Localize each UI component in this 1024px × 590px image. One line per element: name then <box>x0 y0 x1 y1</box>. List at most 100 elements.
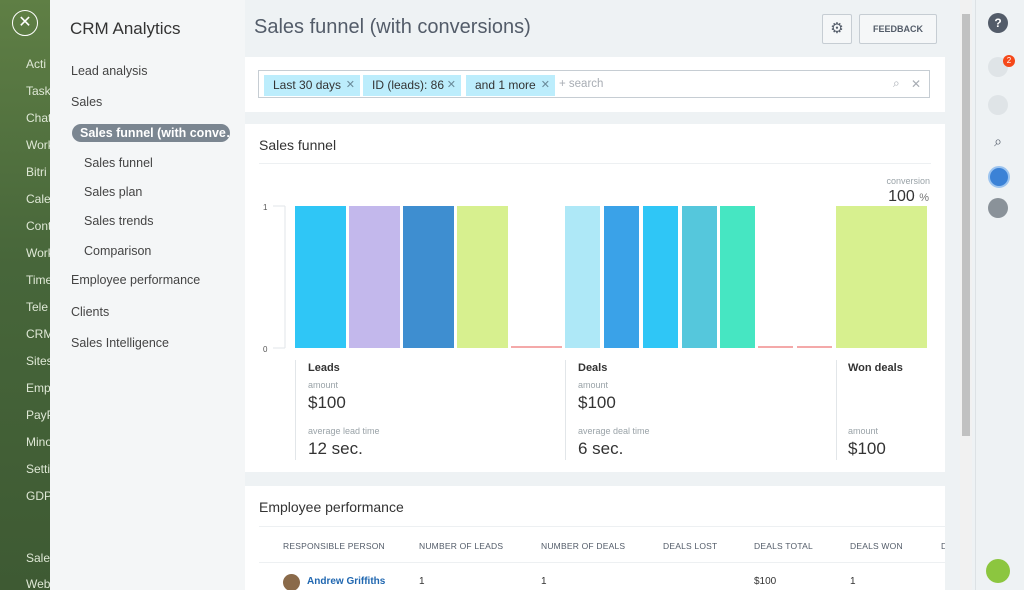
sidebar-title: CRM Analytics <box>70 19 181 39</box>
menu-subitem[interactable]: Sales plan <box>84 185 142 199</box>
amount: $100 <box>308 393 346 413</box>
app-menu-item[interactable]: Acti <box>26 57 46 71</box>
bar <box>758 346 793 348</box>
column-header[interactable]: DEALS WON <box>850 541 903 551</box>
amount-label: amount <box>578 380 608 390</box>
stage-name: Won deals <box>848 362 903 374</box>
menu-subitem[interactable]: Sales funnel <box>84 156 153 170</box>
phone-button[interactable] <box>986 559 1010 583</box>
menu-item[interactable]: Sales <box>71 95 102 109</box>
card-title: Sales funnel <box>259 137 336 153</box>
bar <box>836 206 927 348</box>
app-menu-item[interactable]: Mino <box>26 435 50 449</box>
funnel-chart: 01 <box>259 170 931 356</box>
app-menu-item[interactable]: Emp <box>26 381 50 395</box>
cell: 1 <box>419 576 425 587</box>
column-header[interactable]: DEALS LOST <box>663 541 717 551</box>
amount-label: amount <box>308 380 338 390</box>
bar <box>682 206 717 348</box>
y-tick-label: 0 <box>263 345 268 354</box>
column-header[interactable]: NUMBER OF DEALS <box>541 541 625 551</box>
app-menu-item[interactable]: Sale <box>26 551 50 565</box>
bar <box>511 346 562 348</box>
stage-name: Leads <box>308 362 340 374</box>
security-icon[interactable] <box>988 166 1010 188</box>
filter-card: Last 30 days✕ ID (leads): 86✕ and 1 more… <box>245 57 945 112</box>
help-icon[interactable]: ? <box>988 13 1008 33</box>
cell: 1 <box>850 576 856 587</box>
filter-tag[interactable]: ID (leads): 86✕ <box>363 75 461 96</box>
bar <box>403 206 454 348</box>
app-menu-item[interactable]: Work <box>26 246 50 260</box>
app-menu-item[interactable]: Work <box>26 138 50 152</box>
settings-button[interactable]: ⚙ <box>822 14 852 44</box>
app-menu-item[interactable]: Chat <box>26 111 50 125</box>
amount: $100 <box>578 393 616 413</box>
app-menu-item[interactable]: Sites <box>26 354 50 368</box>
person-link[interactable]: Andrew Griffiths <box>307 576 385 587</box>
column-divider <box>836 360 837 460</box>
column-header[interactable]: NUMBER OF LEADS <box>419 541 503 551</box>
app-menu-item[interactable]: Time <box>26 273 50 287</box>
app-menu-item[interactable]: Task <box>26 84 50 98</box>
user-avatar[interactable] <box>988 198 1008 218</box>
app-menu-item[interactable]: PayP <box>26 408 50 422</box>
avatar <box>283 574 300 590</box>
employee-card: Employee performance RESPONSIBLE PERSON … <box>245 486 945 590</box>
search-icon[interactable]: ⌕ <box>988 131 1008 151</box>
tag-text: and 1 more <box>475 78 536 92</box>
bar <box>720 206 755 348</box>
search-icon[interactable]: ⌕ <box>893 76 900 91</box>
menu-item[interactable]: Clients <box>71 305 109 319</box>
divider <box>259 526 945 527</box>
clear-icon[interactable]: ✕ <box>911 77 921 91</box>
app-menu-item[interactable]: Web <box>26 577 50 590</box>
sidebar: CRM Analytics Lead analysis Sales Sales … <box>50 0 245 590</box>
menu-item[interactable]: Lead analysis <box>71 64 147 78</box>
app-menu-item[interactable]: Cale <box>26 192 50 206</box>
bar <box>797 346 832 348</box>
y-tick-label: 1 <box>263 203 268 212</box>
tag-remove[interactable]: ✕ <box>346 75 355 96</box>
app-menu-item[interactable]: Tele <box>26 300 48 314</box>
feedback-button[interactable]: FEEDBACK <box>859 14 937 44</box>
app-menu-item[interactable]: Bitri <box>26 165 47 179</box>
menu-subitem[interactable]: Comparison <box>84 244 151 258</box>
app-menu-item[interactable]: Setti <box>26 462 50 476</box>
tag-remove[interactable]: ✕ <box>447 75 456 96</box>
tag-remove[interactable]: ✕ <box>541 75 550 96</box>
column-header[interactable]: DEALS TOTAL <box>754 541 813 551</box>
bar <box>604 206 639 348</box>
filter-input[interactable]: Last 30 days✕ ID (leads): 86✕ and 1 more… <box>258 70 930 98</box>
app-menu: Acti Task Chat Work Bitri Cale Cont Work Time Tel… <box>0 0 50 590</box>
menu-subitem[interactable]: Sales trends <box>84 214 153 228</box>
time: 12 sec. <box>308 439 363 459</box>
bar <box>349 206 400 348</box>
column-divider <box>565 360 566 460</box>
filter-tag[interactable]: Last 30 days✕ <box>264 75 360 96</box>
bar <box>565 206 600 348</box>
column-divider <box>295 360 296 460</box>
chat-icon[interactable] <box>988 95 1008 115</box>
right-bar <box>975 0 1024 590</box>
time: 6 sec. <box>578 439 623 459</box>
app-menu-item[interactable]: CRM <box>26 327 50 341</box>
stage-name: Deals <box>578 362 607 374</box>
app-menu-item[interactable]: Cont <box>26 219 50 233</box>
menu-item[interactable]: Sales Intelligence <box>71 336 169 350</box>
filter-tag[interactable]: and 1 more ✕ <box>466 75 555 96</box>
menu-item[interactable]: Employee performance <box>71 273 200 287</box>
scrollbar[interactable] <box>960 0 972 590</box>
close-button[interactable]: ✕ <box>12 10 38 36</box>
scroll-thumb[interactable] <box>962 14 970 436</box>
amount: $100 <box>848 439 886 459</box>
divider <box>259 163 931 164</box>
column-header[interactable]: RESPONSIBLE PERSON <box>283 541 385 551</box>
column-header[interactable]: D <box>941 541 945 551</box>
cell: $100 <box>754 576 776 587</box>
menu-item-active[interactable]: Sales funnel (with conve… <box>72 124 230 142</box>
app-menu-item[interactable]: GDP <box>26 489 50 503</box>
notification-badge: 2 <box>1003 55 1015 67</box>
cell: 1 <box>541 576 547 587</box>
time-label: average lead time <box>308 426 380 436</box>
